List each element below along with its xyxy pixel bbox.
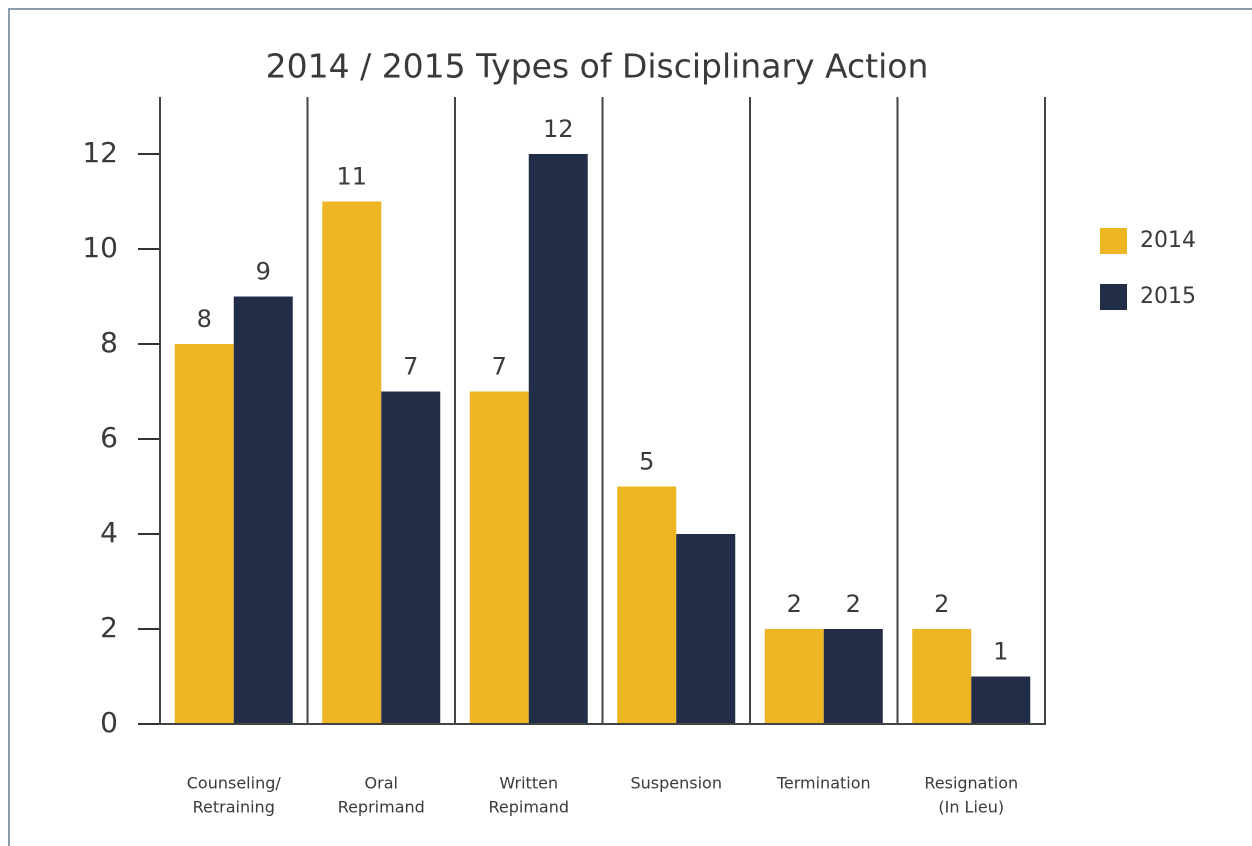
data-label: 5 bbox=[639, 448, 654, 476]
bar bbox=[322, 201, 382, 724]
legend-swatch bbox=[1100, 228, 1127, 254]
bar bbox=[823, 629, 883, 724]
bar bbox=[971, 676, 1031, 724]
data-label: 2 bbox=[934, 590, 949, 618]
y-tick-label: 6 bbox=[100, 421, 118, 454]
bar bbox=[381, 391, 441, 724]
data-label: 8 bbox=[197, 305, 212, 333]
y-tick-label: 4 bbox=[100, 516, 118, 549]
x-tick-label: Suspension bbox=[631, 774, 722, 793]
y-tick-label: 2 bbox=[100, 611, 118, 644]
plot-frame bbox=[159, 97, 1046, 725]
data-label: 2 bbox=[787, 590, 802, 618]
bar bbox=[469, 391, 529, 724]
data-label: 1 bbox=[993, 638, 1008, 666]
data-label: 11 bbox=[336, 163, 367, 191]
x-tick-label: Resignation bbox=[924, 774, 1018, 793]
x-tick-label: Repimand bbox=[488, 798, 569, 817]
x-tick-label: Retraining bbox=[193, 798, 275, 817]
x-tick-label: Written bbox=[499, 774, 558, 793]
data-label: 7 bbox=[492, 353, 507, 381]
bar bbox=[528, 154, 588, 724]
y-tick-label: 0 bbox=[100, 706, 118, 739]
x-tick-label: Reprimand bbox=[338, 798, 425, 817]
data-label: 2 bbox=[846, 590, 861, 618]
x-tick-label: (In Lieu) bbox=[938, 798, 1004, 817]
bar bbox=[617, 486, 677, 724]
bar bbox=[676, 534, 736, 724]
y-tick-label: 12 bbox=[82, 136, 118, 169]
y-tick-label: 8 bbox=[100, 326, 118, 359]
bar bbox=[912, 629, 972, 724]
data-label: 9 bbox=[256, 258, 271, 286]
y-tick-label: 10 bbox=[82, 231, 118, 264]
chart-title: 2014 / 2015 Types of Disciplinary Action bbox=[266, 47, 929, 86]
legend-label: 2015 bbox=[1140, 284, 1196, 309]
legend-swatch bbox=[1100, 284, 1127, 310]
x-tick-label: Oral bbox=[365, 774, 398, 793]
bar bbox=[764, 629, 824, 724]
legend-label: 2014 bbox=[1140, 228, 1196, 253]
data-label: 7 bbox=[403, 353, 418, 381]
data-label: 12 bbox=[543, 115, 574, 143]
bar bbox=[233, 296, 293, 724]
x-tick-label: Termination bbox=[776, 774, 871, 793]
x-tick-label: Counseling/ bbox=[187, 774, 282, 793]
bar bbox=[174, 344, 234, 724]
page-frame bbox=[8, 8, 1252, 846]
